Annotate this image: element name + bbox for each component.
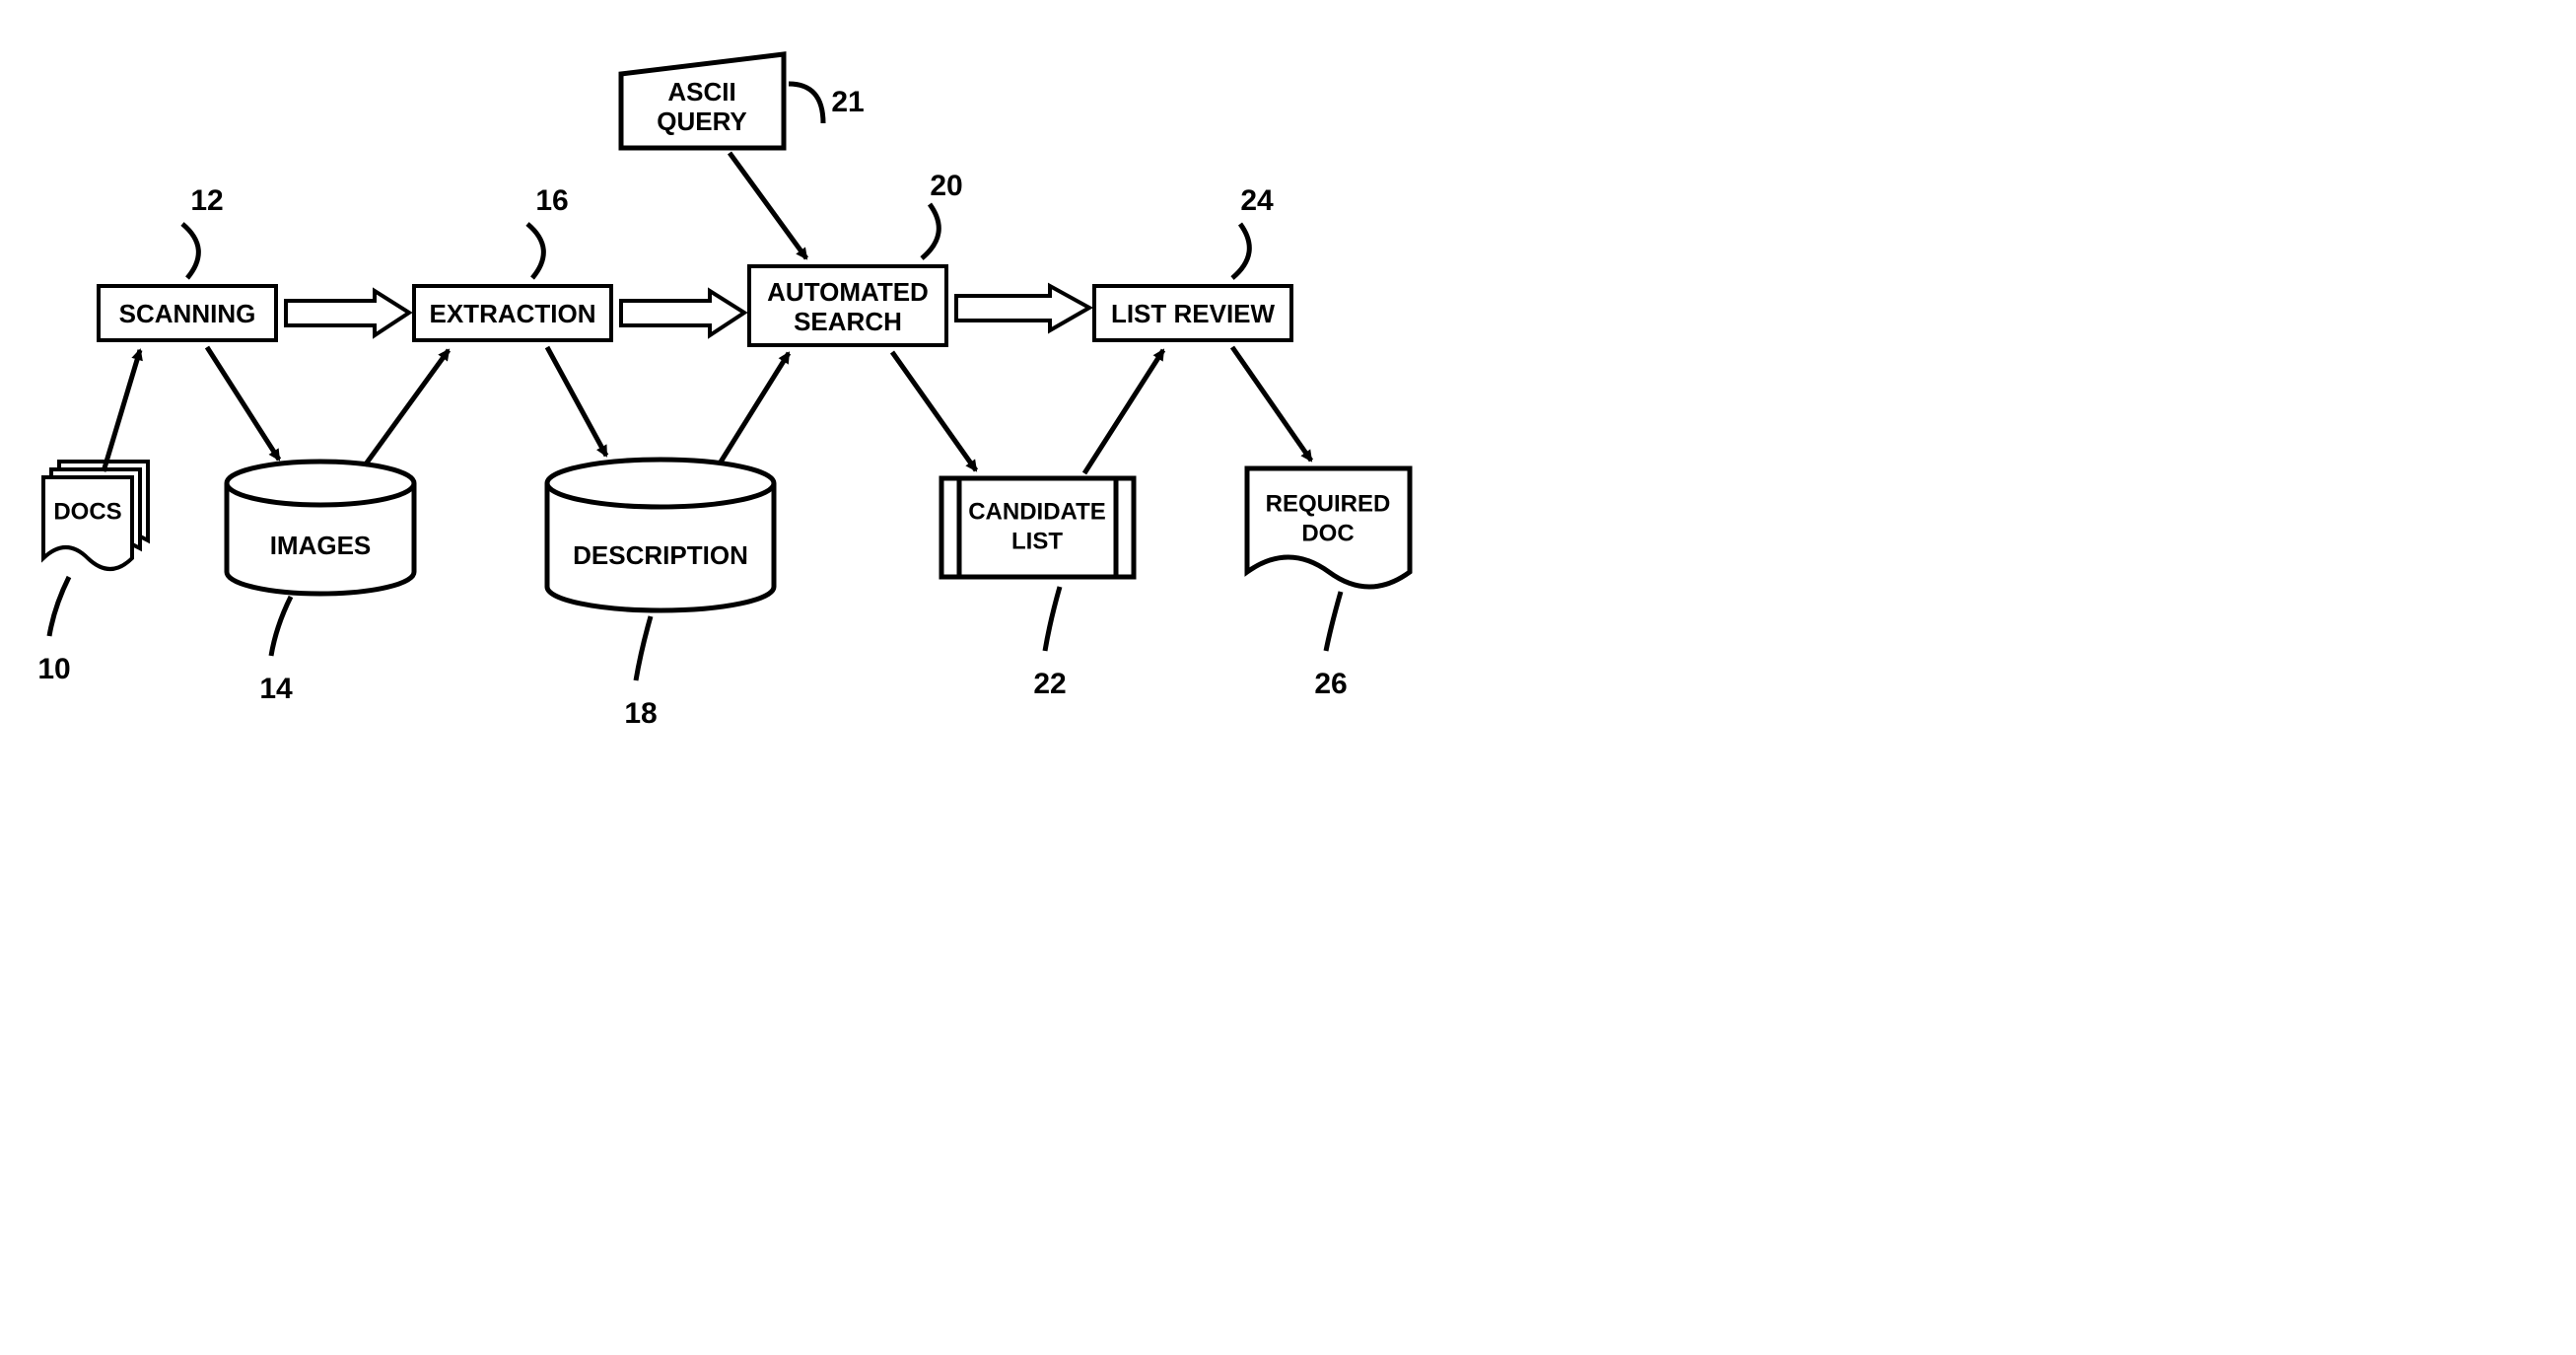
node-extraction: EXTRACTION 16 bbox=[414, 184, 611, 340]
docs-ref: 10 bbox=[37, 653, 70, 685]
query-ref: 21 bbox=[831, 86, 864, 118]
images-label: IMAGES bbox=[270, 531, 372, 560]
node-automated-search: AUTOMATED SEARCH 20 bbox=[749, 170, 963, 345]
scanning-ref: 12 bbox=[190, 184, 223, 217]
scanning-label: SCANNING bbox=[119, 299, 256, 328]
node-candidate-list: CANDIDATE LIST 22 bbox=[892, 350, 1163, 700]
node-scanning: SCANNING 12 bbox=[99, 184, 276, 340]
edge-extraction-search bbox=[621, 291, 744, 335]
node-ascii-query: ASCII QUERY 21 bbox=[621, 54, 865, 258]
node-description: DESCRIPTION 18 bbox=[547, 347, 789, 730]
description-label: DESCRIPTION bbox=[573, 540, 748, 570]
review-label: LIST REVIEW bbox=[1111, 299, 1276, 328]
reqdoc-ref: 26 bbox=[1314, 668, 1347, 700]
node-required-doc: REQUIRED DOC 26 bbox=[1232, 347, 1410, 700]
edge-search-review bbox=[956, 286, 1089, 330]
reqdoc-label-1: REQUIRED bbox=[1266, 490, 1391, 517]
search-label-2: SEARCH bbox=[794, 307, 902, 336]
candidate-ref: 22 bbox=[1033, 668, 1066, 700]
node-docs: DOCS 10 bbox=[37, 350, 148, 685]
candidate-label-1: CANDIDATE bbox=[968, 498, 1106, 525]
edge-scanning-extraction bbox=[286, 291, 409, 335]
candidate-label-2: LIST bbox=[1011, 528, 1063, 554]
node-list-review: LIST REVIEW 24 bbox=[1094, 184, 1291, 340]
docs-label: DOCS bbox=[53, 498, 121, 525]
extraction-label: EXTRACTION bbox=[430, 299, 596, 328]
search-label-1: AUTOMATED bbox=[767, 277, 929, 307]
query-label-1: ASCII bbox=[667, 77, 735, 107]
search-ref: 20 bbox=[930, 170, 962, 202]
description-ref: 18 bbox=[624, 697, 657, 730]
images-ref: 14 bbox=[259, 673, 293, 705]
flowchart-diagram: SCANNING 12 EXTRACTION 16 AUTOMATED SEAR… bbox=[0, 0, 1479, 769]
review-ref: 24 bbox=[1240, 184, 1274, 217]
extraction-ref: 16 bbox=[535, 184, 568, 217]
query-label-2: QUERY bbox=[657, 107, 747, 136]
reqdoc-label-2: DOC bbox=[1301, 520, 1354, 546]
node-images: IMAGES 14 bbox=[207, 347, 449, 705]
